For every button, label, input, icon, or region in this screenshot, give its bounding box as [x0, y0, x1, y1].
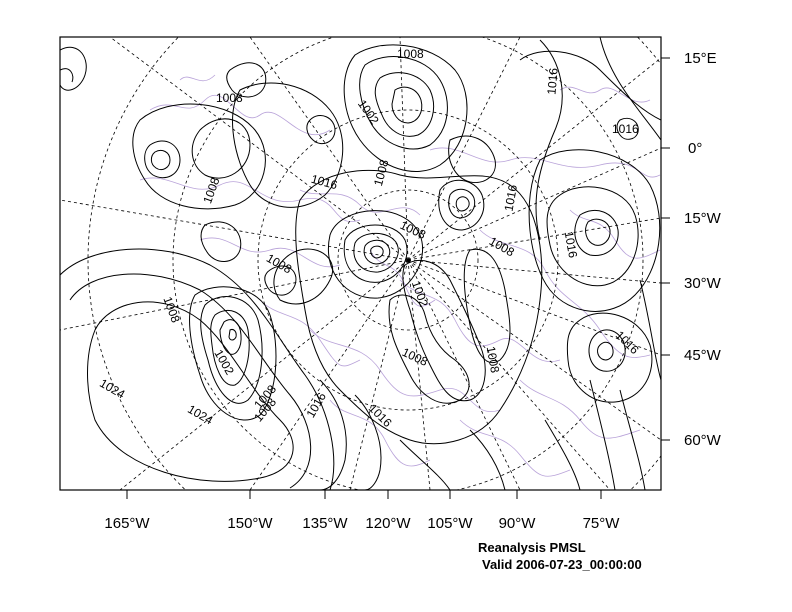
contour-label: 1016	[502, 183, 520, 212]
contour-label: 1008	[484, 345, 502, 374]
caption-title: Reanalysis PMSL	[478, 540, 586, 555]
graticule	[60, 37, 661, 490]
contour-label: 1016	[612, 122, 639, 136]
bottom-axis-label: 120°W	[365, 515, 411, 532]
contour-label: 1008	[216, 91, 243, 105]
contour-label: 1008	[400, 345, 430, 369]
bottom-axis-label: 90°W	[499, 515, 537, 532]
right-axis-label: 30°W	[684, 275, 722, 292]
right-axis-label: 0°	[688, 140, 702, 157]
right-axis-label: 15°W	[684, 210, 722, 227]
contour-label: 1002	[355, 97, 382, 127]
coastlines	[139, 74, 661, 477]
contour-label: 1024	[97, 376, 127, 402]
contour-label: 1008	[371, 158, 392, 188]
pressure-contours	[60, 37, 661, 490]
right-axis-label: 60°W	[684, 432, 722, 449]
contour-label: 1016	[613, 328, 642, 357]
right-axis-ticks	[661, 57, 670, 441]
right-axis-label: 45°W	[684, 347, 722, 364]
bottom-axis-label: 150°W	[227, 515, 273, 532]
contour-label: 1016	[562, 230, 580, 259]
bottom-axis-ticks	[126, 490, 602, 499]
contour-label: 1008	[398, 218, 428, 242]
contour-label: 1016	[310, 172, 340, 193]
caption-valid-time: Valid 2006-07-23_00:00:00	[482, 557, 642, 572]
right-axis-label: 15°E	[684, 50, 717, 67]
bottom-axis-label: 165°W	[104, 515, 150, 532]
contour-label: 1024	[185, 402, 215, 428]
contour-label: 1008	[160, 295, 182, 325]
contour-label: 1016	[544, 67, 560, 95]
bottom-axis-labels: 165°W 150°W 135°W 120°W 105°W 90°W 75°W	[104, 515, 620, 532]
contour-label: 1008	[200, 175, 222, 205]
bottom-axis-label: 75°W	[583, 515, 621, 532]
bottom-axis-label: 105°W	[427, 515, 473, 532]
bottom-axis-label: 135°W	[302, 515, 348, 532]
contour-label: 1008	[397, 47, 424, 61]
map-frame	[59, 36, 662, 491]
right-axis-labels: 15°E 0° 15°W 30°W 45°W 60°W	[684, 50, 722, 449]
